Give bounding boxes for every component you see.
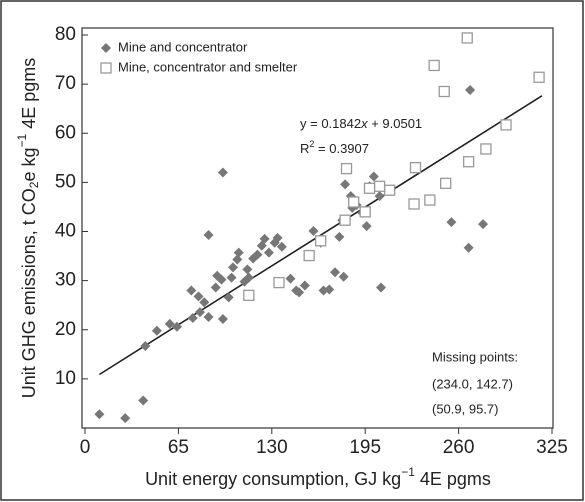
x-tick-label: 130 [256,437,288,458]
point [373,180,386,192]
point [186,285,197,296]
legend-marker [100,62,112,74]
point [232,254,243,265]
point [243,289,255,302]
point [217,167,228,178]
point [408,198,420,210]
point [294,287,305,298]
legend-label: Mine and concentrator [118,39,248,54]
point [164,318,175,329]
point [461,32,473,44]
x-tick-label: 325 [536,437,568,458]
y-axis-label: Unit GHG emissions, t CO2e kg−1 4E pgms [15,58,41,399]
point [187,312,198,323]
point [259,233,270,244]
point [272,232,283,243]
y-tick-label: 20 [55,319,76,340]
point [438,85,450,98]
point [424,194,436,206]
point [243,272,254,283]
point [242,264,253,275]
x-tick-label: 260 [443,437,475,458]
equation: y = 0.1842x + 9.0501 [300,116,422,131]
point [315,235,327,247]
y-tick-label: 70 [55,73,76,94]
point [363,182,376,194]
point [368,171,379,182]
point [248,253,259,264]
point [223,292,234,303]
point [409,161,422,174]
point [428,59,440,72]
y-tick-label: 50 [55,171,76,192]
point [203,311,214,322]
x-tick-label: 65 [168,437,189,458]
point [376,282,387,293]
point [500,119,512,131]
point [299,280,310,291]
legend-marker [101,43,111,53]
x-tick-label: 0 [80,437,91,458]
point [94,409,105,420]
point [348,196,360,208]
point [263,247,274,258]
point [210,282,221,293]
point [203,229,214,240]
annotation: (234.0, 142.7) [432,376,513,391]
point [463,156,475,168]
y-tick-label: 80 [55,24,76,45]
point [361,221,372,232]
point [193,291,204,302]
point [340,179,351,190]
point [480,143,492,155]
plot-area [81,27,554,429]
point [194,307,205,318]
point [273,276,285,289]
point [446,217,457,228]
point [217,313,228,324]
point [252,249,263,260]
point [533,71,545,83]
point [440,177,452,190]
y-tick-label: 10 [55,368,76,389]
point [151,325,162,336]
point [374,191,385,202]
point [339,214,351,226]
annotation: (50.9, 95.7) [432,401,499,416]
x-tick-label: 195 [349,437,381,458]
point [216,274,227,285]
point [334,231,345,242]
r-squared: R2 = 0.3907 [300,139,369,156]
point [330,267,341,278]
point [324,284,335,295]
trend-line [98,95,543,376]
y-tick-label: 30 [55,270,76,291]
point [120,413,131,424]
point [340,162,353,175]
point [140,340,151,351]
point [359,206,371,218]
point [276,241,287,252]
legend-label: Mine, concentrator and smelter [118,59,298,74]
point [463,242,474,253]
point [171,321,182,332]
point [383,184,396,196]
point [228,262,239,273]
point [138,395,149,406]
annotation: Missing points: [432,349,518,364]
point [233,247,244,258]
point [285,273,296,284]
point [226,272,237,283]
point [478,219,489,230]
point [465,85,476,96]
point [338,271,349,282]
point [308,226,319,237]
y-tick-label: 40 [55,221,76,242]
point [303,249,315,262]
point [199,297,210,308]
y-tick-label: 60 [55,122,76,143]
x-axis-label: Unit energy consumption, GJ kg−1 4E pgms [145,465,491,489]
